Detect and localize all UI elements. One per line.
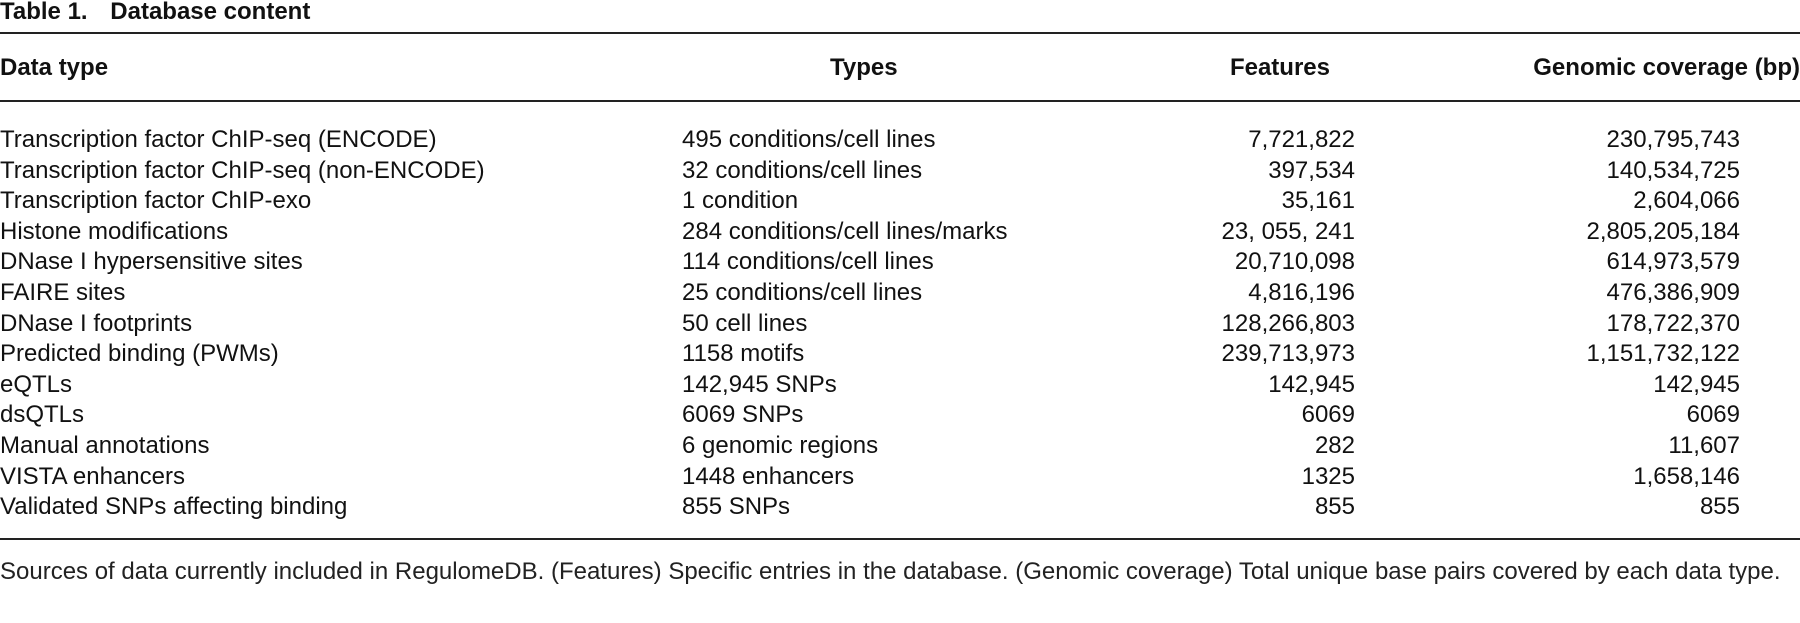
cell-coverage: 1,658,146	[1633, 462, 1740, 490]
cell-data-type: FAIRE sites	[0, 278, 126, 306]
cell-coverage: 140,534,725	[1606, 156, 1740, 184]
cell-features: 282	[1314, 431, 1355, 459]
cell-coverage: 142,945	[1653, 370, 1740, 398]
table-row: Validated SNPs affecting binding 855 SNP…	[0, 492, 1800, 523]
header-features: Features	[1229, 54, 1330, 81]
cell-features: 7,721,822	[1248, 126, 1355, 153]
cell-features: 142,945	[1268, 370, 1355, 398]
table-row: DNase I hypersensitive sites 114 conditi…	[0, 247, 1800, 278]
cell-types: 32 conditions/cell lines	[682, 156, 923, 184]
table-row: DNase I footprints 50 cell lines 128,266…	[0, 309, 1800, 340]
cell-features: 6069	[1301, 401, 1355, 429]
cell-coverage: 178,722,370	[1606, 309, 1740, 337]
table-row: FAIRE sites 25 conditions/cell lines 4,8…	[0, 278, 1800, 309]
cell-features: 239,713,973	[1221, 340, 1355, 368]
cell-data-type: dsQTLs	[0, 401, 85, 429]
table-row: Transcription factor ChIP-exo 1 conditio…	[0, 186, 1800, 217]
cell-features: 35,161	[1281, 187, 1355, 215]
cell-coverage: 2,805,205,184	[1586, 217, 1740, 245]
table-row: Predicted binding (PWMs) 1158 motifs 239…	[0, 339, 1800, 370]
cell-types: 50 cell lines	[682, 309, 808, 337]
cell-data-type: Transcription factor ChIP-seq (ENCODE)	[0, 126, 437, 153]
cell-types: 6069 SNPs	[682, 401, 804, 429]
cell-features: 128,266,803	[1221, 309, 1355, 337]
cell-features: 4,816,196	[1248, 278, 1355, 306]
cell-coverage: 230,795,743	[1606, 126, 1740, 153]
cell-features: 855	[1314, 493, 1355, 521]
cell-types: 855 SNPs	[682, 493, 791, 521]
cell-coverage: 1,151,732,122	[1586, 340, 1740, 368]
cell-features: 23, 055, 241	[1221, 217, 1355, 245]
cell-features: 397,534	[1268, 156, 1355, 184]
cell-data-type: VISTA enhancers	[0, 462, 185, 490]
bottom-rule	[0, 538, 1800, 540]
cell-data-type: eQTLs	[0, 370, 73, 398]
cell-coverage: 855	[1699, 493, 1740, 521]
cell-data-type: Manual annotations	[0, 431, 210, 459]
header-types: Types	[830, 54, 898, 81]
cell-features: 1325	[1301, 462, 1355, 490]
cell-types: 1 condition	[682, 187, 799, 215]
table-row: Transcription factor ChIP-seq (ENCODE) 4…	[0, 125, 1800, 156]
cell-types: 114 conditions/cell lines	[682, 248, 934, 276]
table-body: Transcription factor ChIP-seq (ENCODE) 4…	[0, 125, 1800, 523]
cell-types: 6 genomic regions	[682, 431, 879, 459]
table-number: Table 1.	[0, 0, 88, 25]
table-row: dsQTLs 6069 SNPs 6069 6069	[0, 400, 1800, 431]
table-caption: Table 1. Database content	[0, 0, 310, 26]
cell-data-type: Validated SNPs affecting binding	[0, 493, 348, 521]
table-footnote: Sources of data currently included in Re…	[0, 558, 1781, 585]
cell-coverage: 476,386,909	[1606, 278, 1740, 306]
cell-data-type: Transcription factor ChIP-exo	[0, 187, 312, 215]
cell-data-type: DNase I hypersensitive sites	[0, 248, 303, 276]
cell-types: 1448 enhancers	[682, 462, 855, 490]
table-row: VISTA enhancers 1448 enhancers 1325 1,65…	[0, 462, 1800, 493]
cell-data-type: Predicted binding (PWMs)	[0, 340, 279, 368]
cell-coverage: 6069	[1686, 401, 1740, 429]
table-row: Manual annotations 6 genomic regions 282…	[0, 431, 1800, 462]
cell-data-type: Histone modifications	[0, 217, 229, 245]
cell-data-type: Transcription factor ChIP-seq (non-ENCOD…	[0, 156, 485, 184]
table-row: eQTLs 142,945 SNPs 142,945 142,945	[0, 370, 1800, 401]
header-data-type: Data type	[0, 54, 109, 81]
cell-types: 495 conditions/cell lines	[682, 126, 936, 153]
cell-types: 284 conditions/cell lines/marks	[682, 217, 1008, 245]
cell-coverage: 614,973,579	[1606, 248, 1740, 276]
table-row: Transcription factor ChIP-seq (non-ENCOD…	[0, 156, 1800, 187]
cell-coverage: 11,607	[1668, 431, 1740, 459]
cell-types: 142,945 SNPs	[682, 370, 837, 398]
header-genomic-coverage: Genomic coverage (bp)	[1533, 54, 1800, 81]
cell-coverage: 2,604,066	[1633, 187, 1740, 215]
table-row: Histone modifications 284 conditions/cel…	[0, 217, 1800, 248]
cell-types: 1158 motifs	[682, 340, 805, 368]
header-rule	[0, 100, 1800, 102]
cell-data-type: DNase I footprints	[0, 309, 193, 337]
table-title: Database content	[110, 0, 311, 25]
cell-types: 25 conditions/cell lines	[682, 278, 923, 306]
top-rule	[0, 32, 1800, 34]
cell-features: 20,710,098	[1234, 248, 1355, 276]
